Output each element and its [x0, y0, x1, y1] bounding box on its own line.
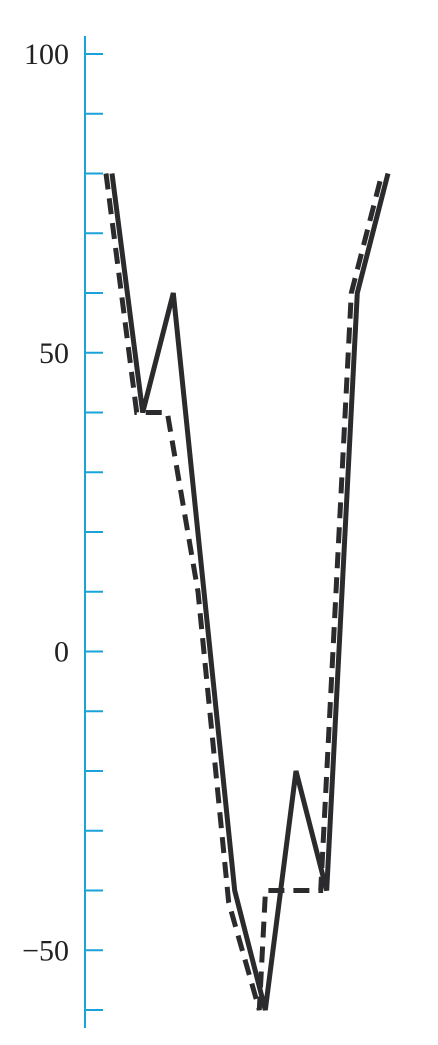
y-tick-label: 50	[39, 337, 69, 370]
y-tick-label: 0	[54, 636, 69, 669]
y-tick-label: 100	[24, 38, 69, 71]
series-line-solid	[109, 172, 391, 1011]
y-tick-label: −50	[22, 934, 69, 967]
y-axis: 100 50 0 −50	[22, 36, 103, 1028]
series-line-dashed	[103, 172, 385, 1011]
series-group	[103, 172, 391, 1011]
